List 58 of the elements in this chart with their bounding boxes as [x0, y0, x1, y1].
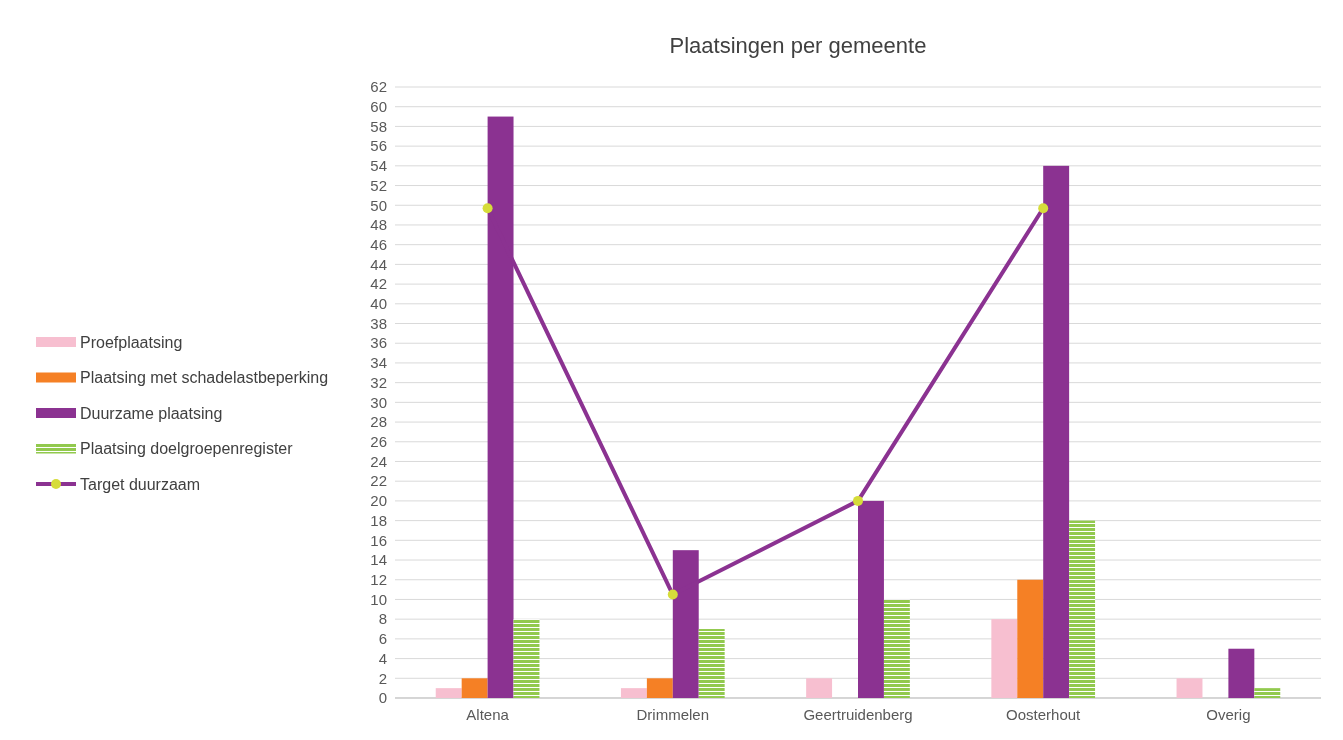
y-tick-label: 52 [370, 176, 387, 194]
y-tick-label: 14 [370, 551, 387, 569]
y-tick-label: 46 [370, 235, 387, 253]
y-tick-label: 40 [370, 295, 387, 313]
y-tick-label: 38 [370, 314, 387, 332]
bar [991, 619, 1018, 698]
y-tick-label: 28 [370, 413, 387, 431]
bar [1228, 648, 1255, 698]
y-tick-label: 34 [370, 354, 387, 372]
x-tick-label: Altena [466, 706, 510, 723]
legend-label: Duurzame plaatsing [80, 404, 223, 422]
bar [646, 678, 673, 698]
y-tick-label: 16 [370, 531, 387, 549]
x-tick-label: Oosterhout [1006, 706, 1082, 723]
bar [1069, 520, 1096, 698]
y-tick-label: 42 [370, 275, 387, 293]
x-tick-label: Geertruidenberg [803, 706, 913, 723]
bar [461, 678, 488, 698]
y-tick-label: 36 [370, 334, 387, 352]
bar [1017, 579, 1044, 698]
y-tick-label: 30 [370, 393, 387, 411]
y-tick-label: 62 [370, 78, 387, 96]
bar [513, 619, 540, 698]
bar [435, 688, 462, 698]
bar [1176, 678, 1203, 698]
legend-label: Target duurzaam [80, 475, 201, 493]
bar [698, 629, 725, 698]
y-tick-label: 10 [370, 590, 387, 608]
y-tick-label: 48 [370, 216, 387, 234]
y-tick-label: 24 [370, 452, 387, 470]
y-tick-label: 50 [370, 196, 387, 214]
legend-label: Proefplaatsing [80, 333, 183, 351]
x-tick-label: Drimmelen [636, 706, 710, 723]
y-tick-label: 12 [370, 570, 387, 588]
y-tick-label: 60 [370, 97, 387, 115]
bar [806, 678, 833, 698]
y-tick-label: 4 [378, 649, 387, 667]
legend-label: Plaatsing met schadelastbeperking [80, 369, 329, 387]
legend-label: Plaatsing doelgroepenregister [80, 440, 294, 458]
y-tick-label: 56 [370, 137, 387, 155]
bar [858, 500, 884, 698]
x-tick-label: Overig [1206, 706, 1251, 723]
y-tick-label: 20 [370, 492, 387, 510]
y-tick-label: 18 [370, 511, 387, 529]
bar [883, 599, 910, 698]
bar [620, 688, 647, 698]
y-tick-label: 54 [370, 157, 387, 175]
y-tick-label: 8 [378, 610, 387, 628]
y-tick-label: 0 [378, 689, 387, 707]
bar [1254, 688, 1281, 698]
chart-title: Plaatsingen per gemeente [669, 33, 927, 58]
y-tick-label: 58 [370, 117, 387, 135]
y-tick-label: 44 [370, 255, 387, 273]
y-tick-label: 6 [378, 630, 387, 648]
y-tick-label: 22 [370, 472, 387, 490]
y-tick-label: 26 [370, 433, 387, 451]
y-tick-label: 32 [370, 373, 387, 391]
y-tick-label: 2 [378, 669, 387, 687]
